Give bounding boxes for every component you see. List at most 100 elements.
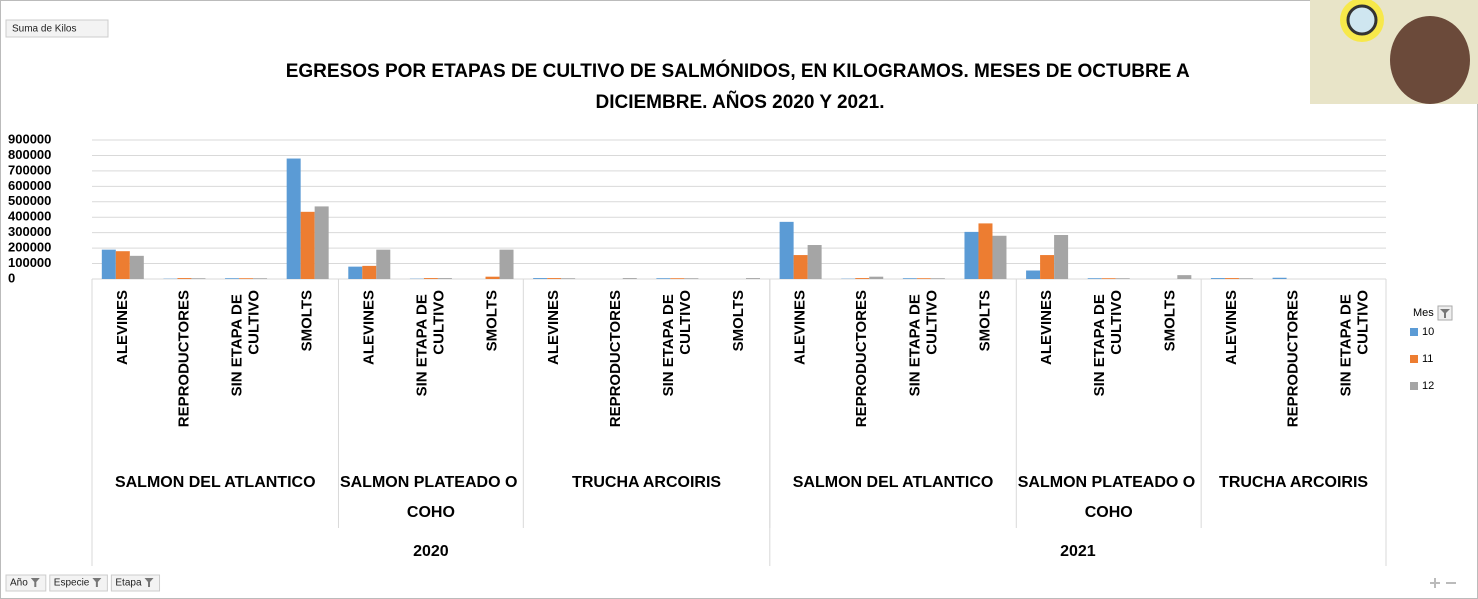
bar [746,278,760,279]
bar [362,265,377,279]
bar [1224,278,1239,279]
bar [485,276,500,279]
legend-label: 10 [1422,326,1434,338]
legend-swatch [1410,382,1418,390]
bar [1054,234,1069,279]
stage-label-group: ALEVINES [360,290,377,365]
legend-title: Mes [1413,307,1434,319]
stage-label-group: SMOLTS [1161,290,1178,351]
stage-label-group: ALEVINES [114,290,131,365]
y-tick-label: 200000 [8,240,51,255]
bar [978,223,993,279]
bar [499,249,514,279]
stage-label-group: SIN ETAPA DE CULTIVO [660,290,694,397]
x-tick-label: SIN ETAPA DE CULTIVO [1091,290,1125,397]
x-tick-label: SMOLTS [730,290,747,351]
x-tick-label: ALEVINES [360,290,377,365]
stage-label-group: SIN ETAPA DE CULTIVO [1338,290,1372,397]
filter-button[interactable] [49,574,108,592]
bar [1115,278,1130,279]
y-tick-label: 100000 [8,255,51,270]
bar [1101,278,1116,279]
bar [286,158,301,279]
legend-label: 12 [1422,380,1434,392]
stage-label-group: ALEVINES [1038,290,1055,365]
bar [1238,278,1253,279]
bar [1177,275,1192,279]
bar [101,249,116,279]
y-tick-label: 400000 [8,209,51,224]
bar [670,278,685,279]
bar [869,276,884,279]
mascot [1310,0,1478,104]
bar [314,206,329,279]
species-label: TRUCHA ARCOIRIS [1219,474,1368,491]
y-tick-label: 0 [8,270,15,285]
species-label: SALMON PLATEADO O COHO [1018,474,1200,521]
bar [1087,278,1102,279]
bar [547,278,562,279]
bar [916,278,931,279]
x-tick-label: ALEVINES [114,290,131,365]
bar [191,278,206,279]
x-tick-label: SMOLTS [976,290,993,351]
bar [656,278,671,279]
stage-label-group: SIN ETAPA DE CULTIVO [229,290,263,397]
zoom-plus [1430,578,1456,588]
bar [423,278,438,279]
bar [684,278,699,279]
filter-label: Especie [54,578,90,589]
x-tick-label: SIN ETAPA DE CULTIVO [660,290,694,397]
y-tick-label: 900000 [8,131,51,146]
bar [115,251,130,279]
filter-label: Etapa [115,578,142,589]
x-tick-label: SIN ETAPA DE CULTIVO [1338,290,1372,397]
stage-label-group: REPRODUCTORES [607,290,624,427]
stage-label-group: SMOLTS [976,290,993,351]
x-tick-label: REPRODUCTORES [175,290,192,427]
species-label: SALMON DEL ATLANTICO [793,474,994,491]
x-tick-label: REPRODUCTORES [1285,290,1302,427]
bar [902,278,917,279]
bar [239,278,254,279]
bar [561,278,576,279]
species-label: SALMON DEL ATLANTICO [115,474,316,491]
x-tick-label: SIN ETAPA DE CULTIVO [906,290,940,397]
x-tick-label: SIN ETAPA DE CULTIVO [413,290,447,397]
species-label: SALMON PLATEADO O COHO [340,474,522,521]
chart-title: EGRESOS POR ETAPAS DE CULTIVO DE SALMÓNI… [286,60,1195,113]
bar [779,221,794,279]
bar [225,278,240,279]
bar [129,255,144,279]
y-tick-label: 800000 [8,147,51,162]
value-field-button[interactable] [5,19,109,38]
species-label: TRUCHA ARCOIRIS [572,474,721,491]
x-tick-label: SMOLTS [299,290,316,351]
y-tick-label: 300000 [8,224,51,239]
value-field-label: Suma de Kilos [12,24,76,35]
bar [992,235,1007,279]
bar [437,278,452,279]
y-tick-label: 600000 [8,178,51,193]
year-label: 2020 [413,543,449,560]
filter-icon [1440,309,1450,318]
bar [855,278,870,279]
bar [793,255,808,279]
x-tick-label: REPRODUCTORES [607,290,624,427]
stage-label-group: SIN ETAPA DE CULTIVO [413,290,447,397]
legend-swatch [1410,328,1418,336]
stage-label-group: ALEVINES [545,290,562,365]
bar [930,278,945,279]
filter-label: Año [10,578,28,589]
y-tick-label: 700000 [8,162,51,177]
filter-icon [144,578,154,587]
bar [1026,270,1041,279]
bar [348,266,363,279]
stage-label-group: SIN ETAPA DE CULTIVO [906,290,940,397]
x-tick-label: ALEVINES [1038,290,1055,365]
stage-label-group: REPRODUCTORES [175,290,192,427]
x-tick-label: ALEVINES [545,290,562,365]
bar [1272,277,1287,279]
